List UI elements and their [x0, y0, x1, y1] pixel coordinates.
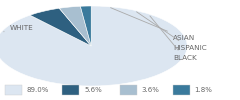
Text: 1.8%: 1.8% [194, 87, 212, 93]
Bar [120, 85, 137, 95]
Bar [62, 85, 79, 95]
Text: ASIAN: ASIAN [111, 8, 195, 41]
Wedge shape [30, 8, 91, 46]
Text: HISPANIC: HISPANIC [137, 12, 207, 51]
Text: 89.0%: 89.0% [26, 87, 49, 93]
Wedge shape [80, 6, 91, 46]
Bar [5, 85, 22, 95]
Wedge shape [59, 6, 91, 46]
Text: BLACK: BLACK [150, 16, 197, 61]
Wedge shape [0, 6, 187, 86]
Text: 5.6%: 5.6% [84, 87, 102, 93]
Text: 3.6%: 3.6% [142, 87, 159, 93]
Bar [173, 85, 190, 95]
Text: WHITE: WHITE [4, 25, 33, 32]
